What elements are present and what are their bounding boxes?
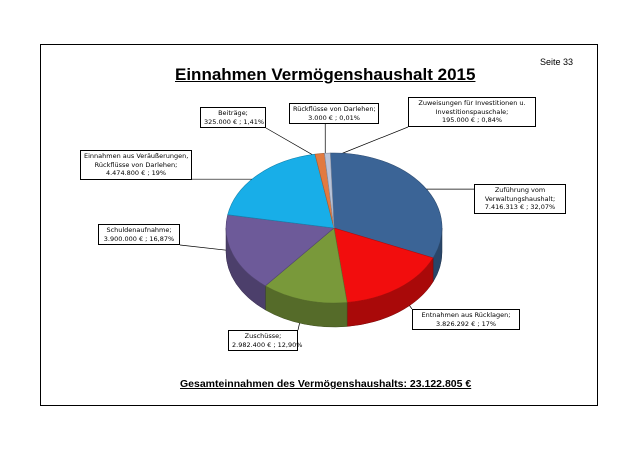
pie-slice-7 — [324, 152, 335, 229]
slice-label-line: Verwaltungshaushalt; — [484, 194, 556, 203]
slice-label-3: Schuldenaufnahme; 3.900.000 € ; 16,87% — [98, 224, 180, 246]
slice-label-line: Zuführung vom — [494, 186, 546, 194]
slice-label-line: 4.474.800 € ; 19% — [105, 169, 167, 178]
slice-label-line: 3.000 € ; 0,01% — [308, 113, 360, 122]
slice-label-line: Zuschüsse; — [244, 332, 282, 340]
slice-label-7: Zuweisungen für Investitionen u. Investit… — [408, 97, 536, 127]
slice-label-line: Beiträge; — [218, 109, 248, 117]
slice-label-line: 325.000 € ; 1,41% — [204, 117, 265, 126]
slice-label-4: Einnahmen aus Veräußerungen, Rückflüsse v… — [80, 150, 192, 180]
slice-label-line: Schuldenaufnahme; — [106, 226, 172, 234]
slice-label-line: 195.000 € ; 0,84% — [441, 116, 503, 125]
slice-label-0: Zuführung vom Verwaltungshaushalt; 7.416.3… — [474, 184, 566, 214]
slice-label-line: Rückflüsse von Darlehen; — [293, 105, 376, 113]
slice-label-line: 7.416.313 € ; 32,07% — [484, 203, 556, 212]
slice-label-line: 3.826.292 € ; 17% — [435, 319, 497, 328]
pie-slice-2 — [264, 227, 348, 304]
pie-slice-3 — [225, 214, 335, 287]
pie-slice-4 — [227, 153, 335, 229]
slice-label-line: Zuweisungen für Investitionen u. — [418, 99, 526, 107]
slice-label-line: Einnahmen aus Veräußerungen, — [84, 152, 189, 160]
slice-label-line: Investitionspauschale; — [435, 107, 509, 116]
pie-slice-1 — [333, 227, 434, 303]
chart-title: Einnahmen Vermögenshaushalt 2015 — [175, 65, 476, 84]
slice-label-6: Rückflüsse von Darlehen; 3.000 € ; 0,01% — [289, 103, 379, 125]
slice-label-line: Entnahmen aus Rücklagen; — [421, 311, 511, 319]
slice-label-1: Entnahmen aus Rücklagen; 3.826.292 € ; 17… — [412, 309, 520, 331]
slice-label-line: Rückflüsse von Darlehen; — [94, 160, 178, 169]
slice-label-line: 3.900.000 € ; 16,87% — [103, 234, 175, 243]
slice-label-5: Beiträge; 325.000 € ; 1,41% — [200, 107, 266, 129]
slice-label-2: Zuschüsse; 2.982.400 € ; 12,90% — [228, 330, 303, 352]
chart-footer-total: Gesamteinnahmen des Vermögenshaushalts: … — [180, 378, 472, 390]
pie-slice-0 — [329, 152, 443, 259]
slice-label-line: 2.982.400 € ; 12,90% — [232, 340, 303, 349]
page-number: Seite 33 — [540, 57, 574, 67]
